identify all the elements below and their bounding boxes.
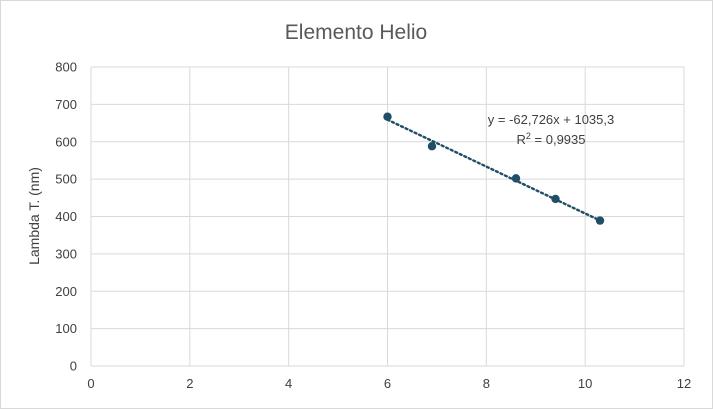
trendline-equation: y = -62,726x + 1035,3 [488, 112, 614, 127]
y-tick-label: 300 [55, 246, 77, 261]
r2-superscript: 2 [526, 131, 531, 141]
r2-value: = 0,9935 [531, 132, 586, 147]
data-point [551, 194, 560, 204]
grid-lines [90, 66, 685, 367]
data-point [383, 112, 392, 121]
chart-title: Elemento Helio [285, 21, 427, 44]
trendline [386, 118, 602, 222]
x-tick-label: 4 [285, 376, 292, 391]
y-tick-label: 200 [55, 284, 77, 299]
data-point [427, 142, 437, 151]
trendline-layer [386, 118, 602, 222]
r2-prefix: R [517, 132, 526, 147]
x-tick-label: 8 [483, 376, 490, 391]
y-tick-label: 500 [55, 172, 77, 187]
x-tick-label: 0 [87, 376, 94, 391]
y-tick-label: 700 [55, 97, 77, 112]
trendline-r-squared: R2 = 0,9935 [517, 131, 586, 147]
tick-labels: 0 100 200 300 400 500 600 700 800 0 2 4 6 8 10 12 [55, 60, 691, 392]
data-point [511, 174, 521, 183]
data-points [383, 112, 605, 225]
x-tick-label: 10 [578, 376, 592, 391]
y-tick-label: 600 [55, 134, 77, 149]
data-point [595, 216, 605, 225]
y-tick-label: 100 [55, 321, 77, 336]
x-tick-label: 2 [186, 376, 193, 391]
y-axis-label: Lambda T. (nm) [26, 167, 42, 265]
y-tick-label: 0 [70, 359, 77, 374]
y-tick-label: 800 [55, 60, 77, 75]
y-tick-label: 400 [55, 209, 77, 224]
x-tick-label: 12 [677, 376, 691, 391]
x-tick-label: 6 [384, 376, 391, 391]
